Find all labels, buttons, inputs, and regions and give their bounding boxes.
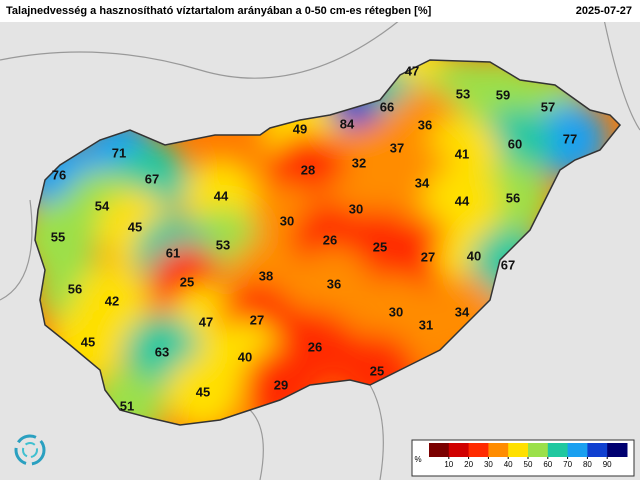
point-value: 47 [199,314,213,329]
point-value: 53 [456,86,470,101]
point-value: 56 [506,190,520,205]
colorbar-segment [587,443,608,457]
point-value: 47 [405,63,419,78]
point-value: 66 [380,99,394,114]
logo [14,434,46,466]
colorbar-segment [488,443,509,457]
colorbar-segment [547,443,569,457]
point-value: 28 [301,162,315,177]
colorbar-segment [528,443,549,457]
point-value: 49 [293,121,307,136]
tick-label: 20 [464,460,473,469]
point-value: 31 [419,317,433,332]
point-value: 63 [155,344,169,359]
point-value: 27 [250,312,264,327]
point-value: 26 [308,339,322,354]
point-value: 25 [370,363,384,378]
point-value: 26 [323,232,337,247]
point-value: 61 [166,245,180,260]
point-value: 40 [238,349,252,364]
tick-label: 30 [484,460,493,469]
labels: 47 53 59 66 57 84 49 36 77 71 37 60 41 32 76 67 28 34 44 54… [51,63,577,413]
point-value: 25 [180,274,194,289]
title: Talajnedvesség a hasznosítható víztartal… [6,5,432,17]
point-value: 57 [541,99,555,114]
colorbar-segment [448,443,470,457]
point-value: 27 [421,249,435,264]
date: 2025-07-27 [576,5,632,17]
point-value: 42 [105,293,119,308]
point-value: 44 [214,188,229,203]
point-value: 44 [455,193,470,208]
tick-label: 90 [603,460,612,469]
moisture-blob [296,247,372,323]
point-value: 84 [340,116,355,131]
point-value: 40 [467,248,481,263]
header-bar [0,0,640,22]
tick-label: 60 [543,460,552,469]
point-value: 37 [390,140,404,155]
tick-label: 10 [444,460,453,469]
point-value: 45 [128,219,142,234]
legend-unit: % [414,455,421,464]
point-value: 34 [455,304,470,319]
tick-label: 40 [504,460,513,469]
point-value: 71 [112,145,126,160]
point-value: 36 [418,117,432,132]
point-value: 45 [196,384,210,399]
point-value: 45 [81,334,95,349]
point-value: 41 [455,146,469,161]
point-value: 34 [415,175,430,190]
colorbar-segment [468,443,489,457]
point-value: 76 [52,167,66,182]
colorbar-segment [567,443,588,457]
tick-label: 80 [583,460,592,469]
moisture-blob [165,355,241,425]
colorbar-segment [508,443,529,457]
tick-label: 70 [563,460,572,469]
point-value: 55 [51,229,65,244]
point-value: 38 [259,268,273,283]
point-value: 59 [496,87,510,102]
point-value: 29 [274,377,288,392]
point-value: 60 [508,136,522,151]
point-value: 67 [501,257,515,272]
point-value: 36 [327,276,341,291]
legend: 10 20 30 40 50 60 70 80 90 [429,443,628,469]
point-value: 53 [216,237,230,252]
colorbar-segment [429,443,450,457]
point-value: 67 [145,171,159,186]
moisture-blob [89,369,165,425]
point-value: 32 [352,155,366,170]
colorbar-segment [607,443,628,457]
tick-label: 50 [524,460,533,469]
point-value: 51 [120,398,134,413]
point-value: 30 [389,304,403,319]
point-value: 30 [349,201,363,216]
point-value: 30 [280,213,294,228]
point-value: 56 [68,281,82,296]
point-value: 77 [563,131,577,146]
point-value: 25 [373,239,387,254]
point-value: 54 [95,198,110,213]
